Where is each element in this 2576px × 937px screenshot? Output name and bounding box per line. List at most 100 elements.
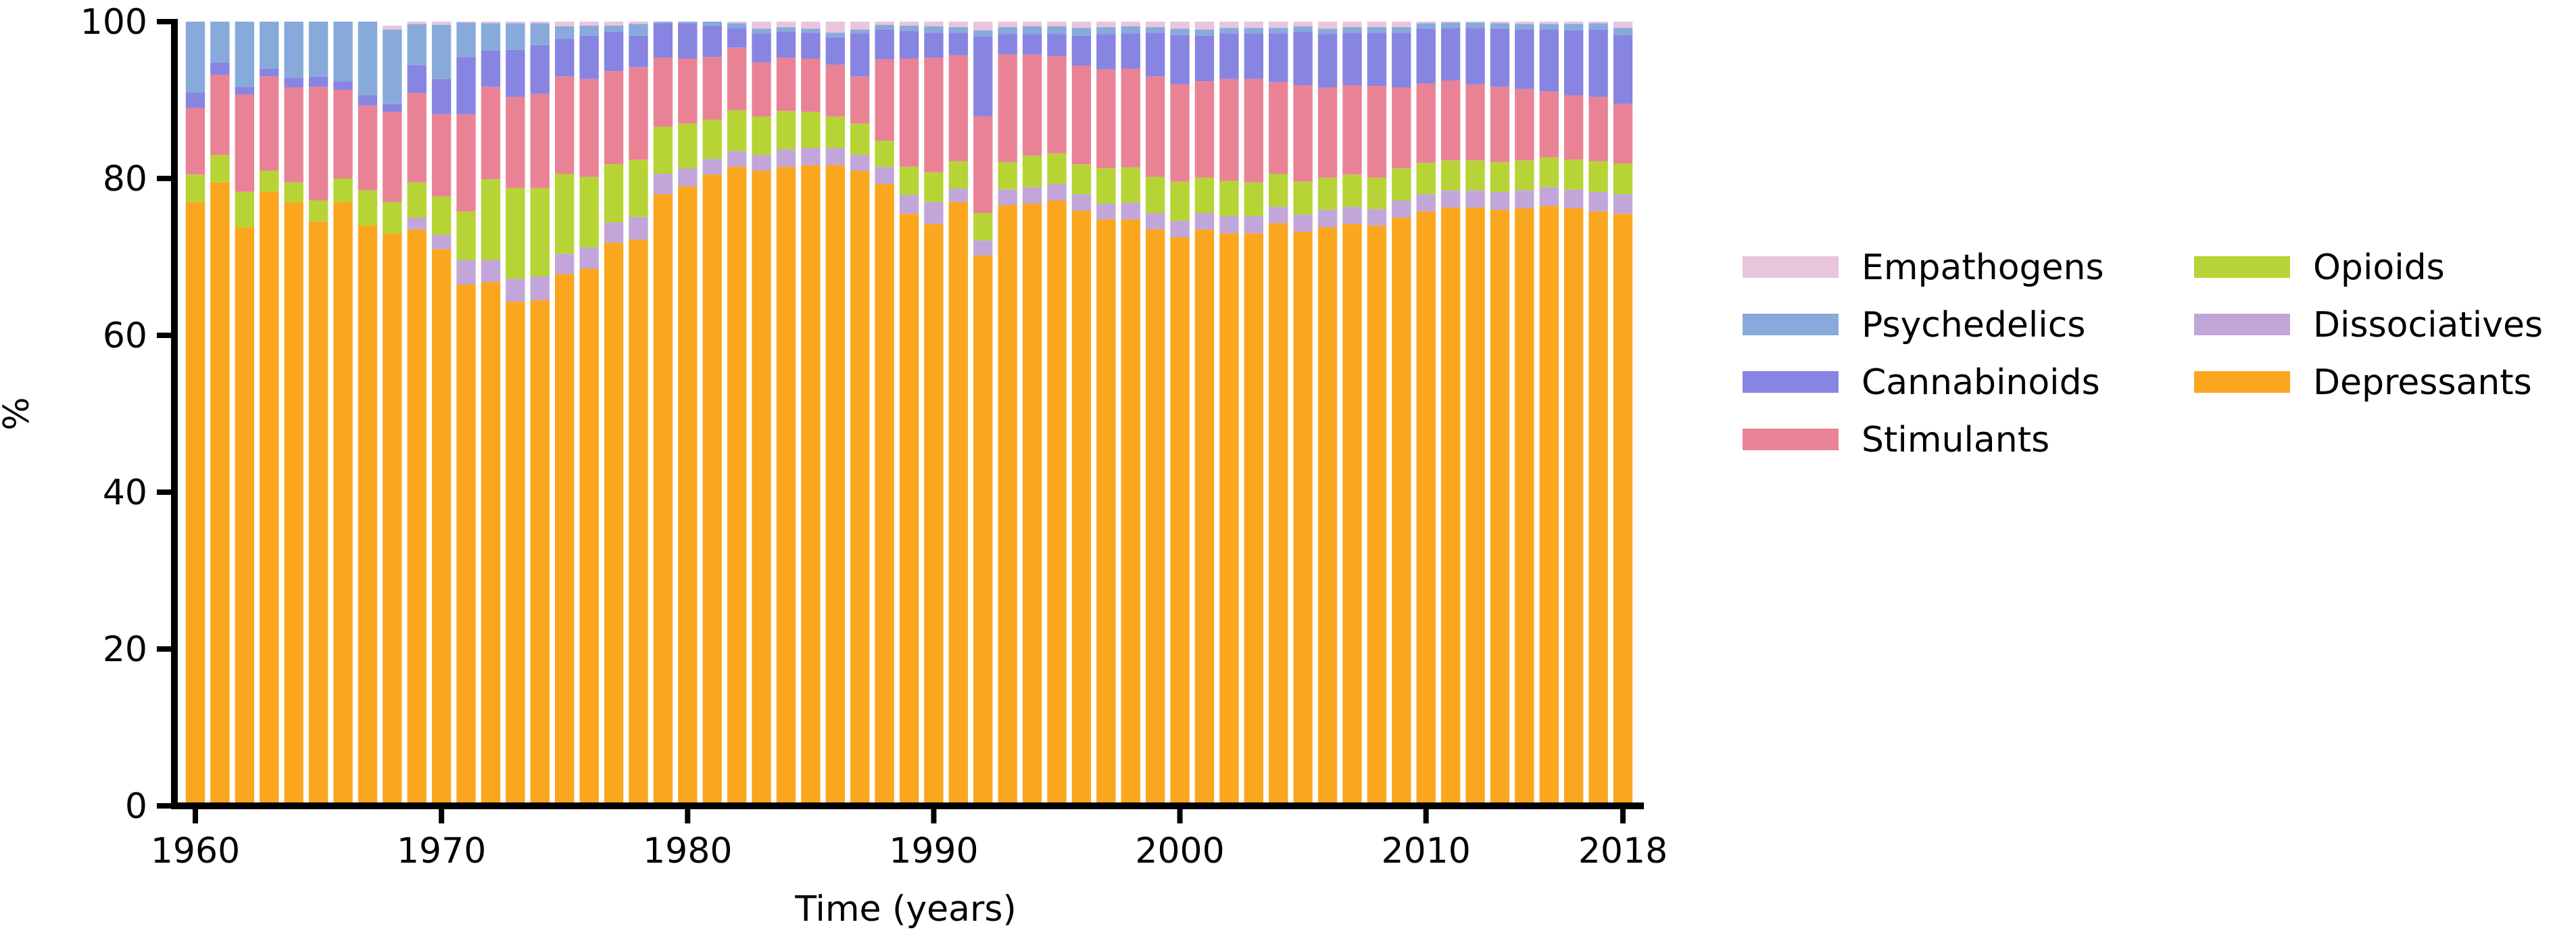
- bar-segment-empathogens-2010: [1416, 22, 1436, 24]
- bar-segment-empathogens-1994: [1022, 22, 1042, 26]
- bar-segment-depressants-1961: [210, 182, 230, 806]
- bar-segment-depressants-1982: [727, 166, 747, 807]
- bar-stack-1969: [407, 22, 427, 806]
- bar-segment-cannabinoids-2011: [1440, 28, 1461, 80]
- bar-segment-dissociatives-1970: [431, 235, 452, 249]
- bar-segment-psychedelics-1989: [899, 25, 919, 31]
- bar-segment-dissociatives-1999: [1145, 213, 1165, 230]
- bar-segment-empathogens-2001: [1194, 22, 1215, 30]
- bar-segment-empathogens-2016: [1563, 22, 1584, 24]
- x-tick-label-2010: 2010: [1382, 831, 1471, 871]
- bar-segment-depressants-2007: [1342, 224, 1362, 806]
- bar-segment-opioids-1993: [998, 162, 1017, 190]
- bar-segment-dissociatives-1978: [629, 216, 648, 240]
- bar-segment-cannabinoids-1974: [530, 45, 550, 94]
- bar-segment-cannabinoids-2001: [1194, 35, 1215, 82]
- bar-segment-opioids-1979: [653, 126, 673, 174]
- bar-segment-stimulants-1973: [506, 97, 525, 188]
- bar-stack-1991: [948, 22, 969, 806]
- bar-segment-depressants-1990: [924, 224, 944, 806]
- bar-segment-stimulants-2005: [1293, 85, 1313, 182]
- bar-segment-dissociatives-1969: [407, 218, 427, 230]
- bar-segment-stimulants-1963: [260, 76, 279, 171]
- bar-segment-dissociatives-1998: [1121, 202, 1140, 220]
- bar-stack-1980: [678, 22, 698, 807]
- bar-segment-opioids-1965: [308, 200, 329, 222]
- legend-item-stimulants: Stimulants: [1743, 420, 2049, 460]
- bar-segment-psychedelics-1969: [407, 24, 427, 66]
- bar-segment-opioids-1990: [924, 172, 944, 202]
- bar-segment-stimulants-1960: [185, 107, 205, 175]
- bar-segment-cannabinoids-1969: [407, 65, 427, 93]
- bar-segment-cannabinoids-1960: [185, 92, 205, 108]
- bar-stack-1993: [998, 22, 1017, 806]
- bar-segment-psychedelics-2001: [1194, 29, 1215, 36]
- bar-segment-psychedelics-1963: [260, 22, 279, 69]
- bar-stack-2008: [1367, 22, 1387, 807]
- bar-segment-psychedelics-1968: [383, 29, 402, 104]
- bar-segment-stimulants-2007: [1342, 85, 1362, 175]
- bar-segment-empathogens-2000: [1170, 22, 1190, 29]
- bar-segment-psychedelics-1972: [481, 23, 501, 51]
- bar-segment-dissociatives-2002: [1219, 216, 1239, 234]
- bar-segment-cannabinoids-2018: [1613, 34, 1633, 104]
- bar-segment-psychedelics-1973: [506, 23, 525, 50]
- bar-segment-empathogens-1970: [431, 22, 452, 25]
- bar-segment-depressants-2013: [1490, 210, 1510, 806]
- bar-segment-depressants-1985: [801, 165, 821, 806]
- bar-segment-empathogens-1969: [407, 22, 427, 24]
- bar-segment-stimulants-2000: [1170, 84, 1190, 182]
- bar-segment-dissociatives-1994: [1022, 187, 1042, 204]
- legend-item-opioids: Opioids: [2194, 247, 2445, 288]
- bar-segment-psychedelics-1987: [850, 29, 870, 34]
- bar-segment-empathogens-2017: [1588, 22, 1608, 24]
- bar-segment-empathogens-1977: [604, 22, 624, 26]
- bar-segment-psychedelics-1966: [333, 22, 353, 82]
- y-tick-label-60: 60: [103, 316, 147, 356]
- bar-segment-opioids-2010: [1416, 162, 1436, 195]
- bar-segment-opioids-2003: [1244, 182, 1263, 216]
- bar-segment-psychedelics-1965: [308, 22, 329, 77]
- bar-stack-2015: [1539, 22, 1559, 807]
- bar-stack-2017: [1588, 22, 1608, 807]
- bar-segment-psychedelics-2004: [1269, 28, 1288, 34]
- bar-segment-stimulants-1986: [825, 64, 845, 117]
- bar-segment-empathogens-1986: [825, 22, 845, 33]
- bar-segment-dissociatives-1971: [456, 260, 476, 285]
- bar-segment-depressants-1969: [407, 229, 427, 806]
- bar-segment-opioids-1964: [284, 182, 303, 202]
- bars-layer: [185, 22, 1633, 807]
- legend-swatch-depressants: [2194, 371, 2290, 393]
- bar-segment-psychedelics-1964: [284, 22, 303, 78]
- bar-segment-opioids-2013: [1490, 162, 1510, 192]
- bar-stack-1965: [308, 22, 329, 806]
- bar-stack-1999: [1145, 22, 1165, 806]
- bar-segment-opioids-1971: [456, 211, 476, 260]
- bar-segment-dissociatives-1979: [653, 174, 673, 195]
- bar-segment-dissociatives-2008: [1367, 209, 1387, 226]
- bar-segment-opioids-1974: [530, 187, 550, 277]
- bar-segment-opioids-1963: [260, 170, 279, 192]
- bar-segment-stimulants-1970: [431, 114, 452, 197]
- bar-segment-psychedelics-1983: [752, 28, 771, 34]
- bar-segment-empathogens-2018: [1613, 22, 1633, 28]
- bar-segment-depressants-1965: [308, 221, 329, 806]
- bar-segment-stimulants-2012: [1465, 84, 1485, 161]
- bar-segment-dissociatives-2006: [1317, 210, 1338, 227]
- bar-segment-dissociatives-2003: [1244, 216, 1263, 234]
- bar-segment-cannabinoids-1981: [702, 25, 722, 57]
- bar-segment-opioids-1961: [210, 155, 230, 183]
- bar-segment-dissociatives-1975: [555, 254, 575, 274]
- bar-segment-stimulants-1965: [308, 87, 329, 201]
- y-tick-label-40: 40: [103, 473, 147, 513]
- bar-segment-stimulants-1968: [383, 112, 402, 202]
- bar-segment-depressants-1974: [530, 299, 550, 806]
- bar-segment-opioids-1995: [1047, 153, 1067, 185]
- bar-segment-empathogens-1968: [383, 25, 402, 30]
- bar-segment-depressants-2005: [1293, 231, 1313, 806]
- bar-segment-depressants-2016: [1563, 208, 1584, 807]
- legend-swatch-psychedelics: [1743, 314, 1839, 335]
- bar-segment-dissociatives-2018: [1613, 194, 1633, 214]
- bar-stack-1985: [801, 22, 821, 806]
- bar-stack-1990: [924, 22, 944, 806]
